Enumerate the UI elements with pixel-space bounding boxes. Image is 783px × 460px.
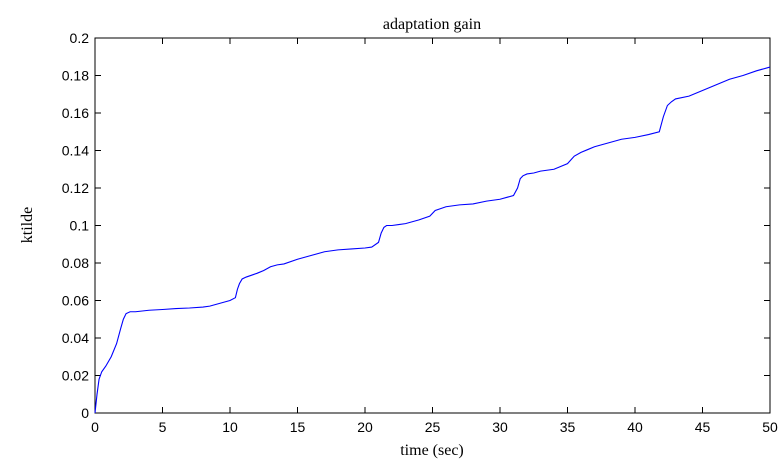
x-tick-label: 30 (492, 419, 508, 435)
x-axis-label: time (sec) (400, 442, 464, 459)
x-tick-label: 5 (159, 419, 167, 435)
x-tick-label: 25 (425, 419, 441, 435)
x-tick-label: 40 (627, 419, 643, 435)
y-tick-label: 0.06 (62, 293, 89, 309)
x-tick-label: 15 (290, 419, 306, 435)
x-tick-label: 20 (357, 419, 373, 435)
y-tick-label: 0.02 (62, 368, 89, 384)
y-axis: 0 0.02 0.04 0.06 0.08 0.1 0.12 0.14 0.16 0.18 0.2 (62, 30, 770, 421)
x-tick-label: 50 (762, 419, 778, 435)
y-tick-label: 0.1 (70, 218, 90, 234)
chart-title: adaptation gain (383, 16, 481, 33)
x-tick-label: 10 (222, 419, 238, 435)
y-tick-label: 0.2 (70, 30, 90, 46)
plot-area (94, 37, 771, 414)
x-tick-label: 0 (91, 419, 99, 435)
y-tick-label: 0.16 (62, 105, 89, 121)
y-tick-label: 0 (81, 405, 89, 421)
x-tick-label: 45 (695, 419, 711, 435)
y-tick-label: 0.08 (62, 255, 89, 271)
y-tick-label: 0.14 (62, 143, 89, 159)
y-tick-label: 0.18 (62, 68, 89, 84)
x-tick-label: 35 (560, 419, 576, 435)
series-line-ktilde (94, 66, 771, 414)
y-tick-label: 0.04 (62, 330, 89, 346)
y-tick-label: 0.12 (62, 180, 89, 196)
y-axis-label: ktilde (19, 207, 36, 243)
x-axis: 0 5 10 15 20 25 30 35 40 45 50 (91, 38, 778, 435)
